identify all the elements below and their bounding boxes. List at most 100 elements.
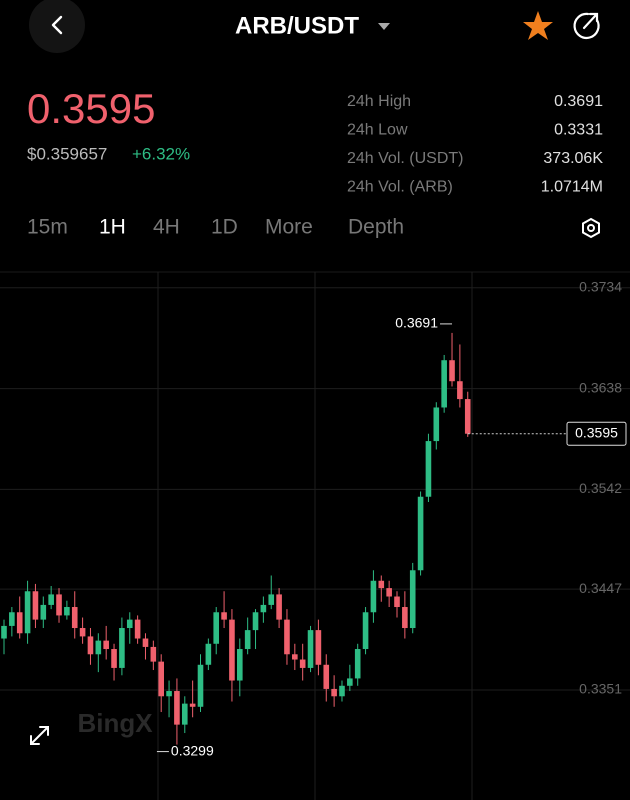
candle-body	[205, 643, 212, 665]
candle-body	[150, 646, 157, 662]
last-price: 0.3595	[27, 85, 155, 132]
candle-body	[158, 661, 164, 697]
candle-body	[24, 591, 31, 634]
interval-tab[interactable]: 15m	[27, 216, 68, 239]
candle-body	[425, 441, 432, 497]
candle-body	[386, 588, 392, 597]
candle-body	[402, 607, 408, 629]
candle-body	[244, 630, 251, 650]
favorite-star[interactable]	[523, 11, 553, 40]
candle-body	[284, 619, 290, 655]
chart-settings[interactable]	[582, 217, 600, 239]
pair-dropdown[interactable]	[378, 23, 390, 30]
interval-tab[interactable]: 4H	[153, 216, 180, 239]
candle-body	[126, 619, 133, 629]
y-tick-label: 0.3638	[579, 379, 622, 395]
stat-label: 24h Vol. (ARB)	[347, 179, 453, 196]
back-button[interactable]	[29, 0, 85, 53]
usd-price: $0.359657	[27, 144, 107, 163]
candle-body	[464, 399, 471, 434]
last-price-label: 0.3595	[575, 424, 618, 440]
candle-body	[40, 604, 47, 620]
stat-label: 24h Vol. (USDT)	[347, 150, 463, 167]
candle-body	[64, 607, 70, 616]
candle-body	[433, 407, 440, 442]
min-label: 0.3299	[171, 742, 214, 758]
candle-body	[276, 594, 282, 620]
candle-body	[48, 594, 54, 605]
price-change: +6.32%	[132, 144, 190, 163]
candle-body	[142, 638, 149, 647]
candle-body	[417, 496, 424, 571]
stat-value: 373.06K	[543, 150, 603, 167]
candle-body	[189, 703, 196, 707]
candle-body	[339, 685, 345, 697]
candle-body	[166, 691, 172, 697]
candle-body	[347, 678, 353, 686]
candle-body	[315, 630, 322, 665]
candle-chart: 0.3734 0.3638 0.3542 0.3447 0.3351 0.3691 0.32…	[0, 278, 630, 758]
candle-body	[292, 654, 298, 660]
candle-body	[111, 649, 117, 668]
candle-body	[378, 580, 385, 589]
stats: 24h High 0.3691 24h Low 0.3331 24h Vol. (USD…	[347, 93, 603, 196]
candle-body	[323, 664, 330, 689]
y-tick-label: 0.3542	[579, 480, 622, 496]
candle-body	[79, 628, 86, 637]
y-tick-label: 0.3447	[579, 580, 622, 596]
candle-body	[87, 636, 94, 655]
y-tick-label: 0.3734	[579, 278, 622, 294]
candle-body	[71, 607, 78, 629]
candle-body	[197, 664, 204, 707]
share-button[interactable]	[573, 12, 600, 40]
candle-body	[449, 360, 455, 382]
candle-body	[119, 628, 125, 668]
candle-body	[299, 659, 306, 668]
interval-tab[interactable]: 1D	[211, 216, 238, 239]
stat-value: 0.3691	[554, 93, 603, 110]
fullscreen-button[interactable]	[30, 726, 49, 745]
candle-body	[331, 688, 337, 697]
candle-body	[32, 591, 39, 620]
candle-body	[260, 604, 267, 613]
candle-body	[457, 381, 463, 400]
candle-body	[252, 612, 259, 631]
candle-body	[307, 630, 314, 668]
interval-tab[interactable]: 1H	[99, 216, 126, 239]
candle-body	[394, 596, 400, 608]
interval-tabs: 15m 1H 4H 1D More Depth	[27, 216, 404, 239]
candle-body	[95, 640, 102, 655]
vertical-grid	[157, 272, 473, 800]
y-tick-label: 0.3351	[579, 681, 622, 697]
candle-body	[103, 640, 109, 650]
candle-body	[268, 594, 275, 605]
candle-body	[237, 649, 243, 681]
candle-body	[181, 703, 188, 725]
stat-label: 24h Low	[347, 122, 408, 139]
candle-body	[229, 619, 235, 681]
interval-tab[interactable]: More	[265, 216, 313, 239]
stat-value: 1.0714M	[541, 179, 603, 196]
candle-body	[362, 612, 369, 650]
candle-body	[213, 612, 220, 644]
candle-body	[9, 612, 15, 626]
candle-body	[16, 612, 23, 634]
interval-tab[interactable]: Depth	[348, 216, 404, 239]
stat-label: 24h High	[347, 93, 411, 110]
candle-body	[1, 625, 7, 639]
candle-body	[56, 594, 62, 616]
candle-body	[174, 691, 180, 725]
candle-body	[370, 580, 377, 613]
candle-body	[221, 612, 227, 620]
max-label: 0.3691	[395, 315, 438, 331]
candle-body	[354, 649, 361, 679]
pair-title[interactable]: ARB/USDT	[235, 12, 359, 39]
candle-body	[134, 619, 141, 639]
last-price-box	[566, 421, 627, 446]
watermark: BingX	[77, 708, 153, 738]
stat-value: 0.3331	[554, 122, 603, 139]
candle-body	[441, 360, 447, 408]
candle-body	[409, 570, 416, 629]
